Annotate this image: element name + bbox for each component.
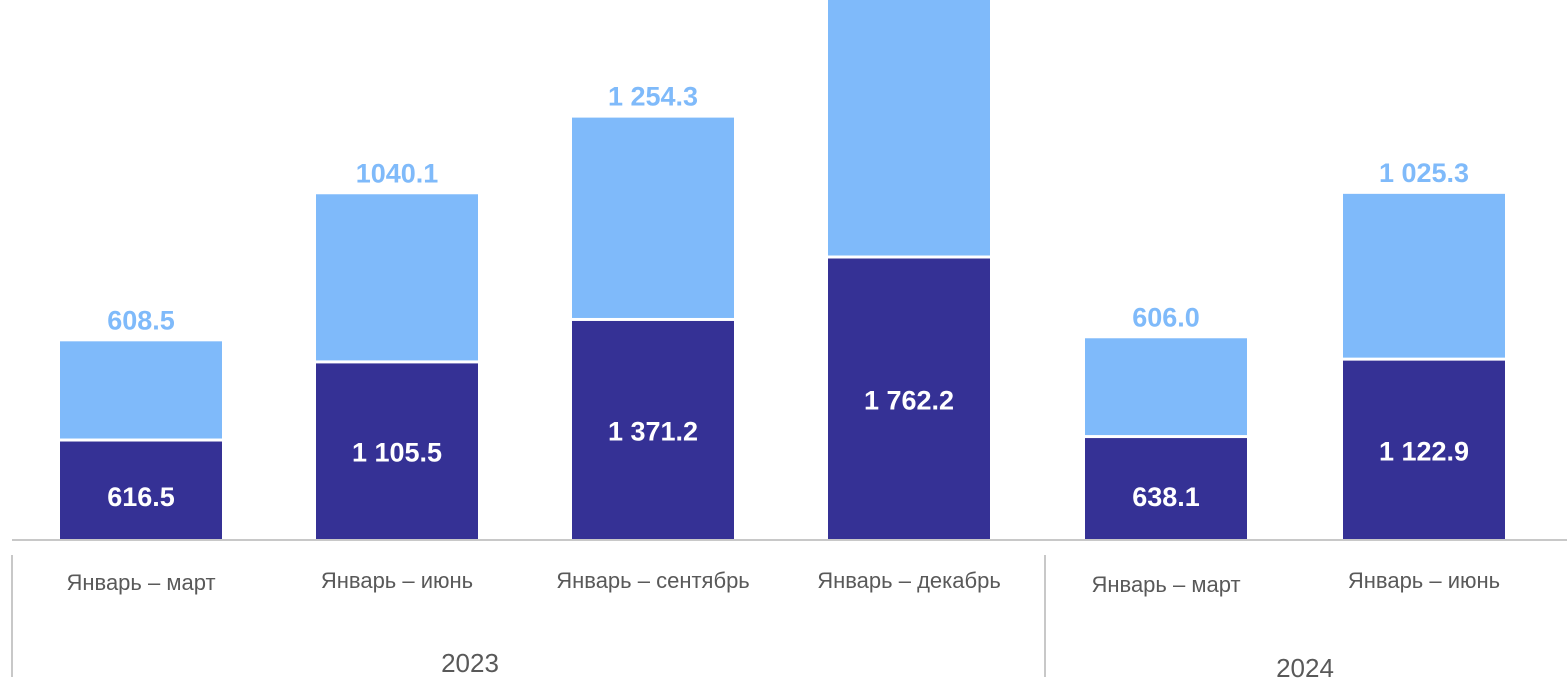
group-label-2024: 2024 — [1276, 653, 1334, 683]
bar-segment-dark-2 — [572, 320, 734, 540]
group-label-2023: 2023 — [441, 648, 499, 678]
value-label-dark-2: 1 371.2 — [608, 416, 698, 446]
category-label-0: Январь – март — [66, 570, 215, 595]
value-label-dark-5: 1 122.9 — [1379, 436, 1469, 466]
value-labels-layer: 616.5 608.5 1 105.5 1040.1 1 371.2 1 254.3 1 7… — [107, 82, 1469, 512]
category-label-1: Январь – июнь — [321, 568, 473, 593]
value-label-light-5: 1 025.3 — [1379, 158, 1469, 188]
category-labels-layer: Январь – март Январь – июнь Январь – сентя… — [66, 568, 1500, 597]
bar-segment-light-2 — [572, 117, 734, 318]
value-label-light-4: 606.0 — [1132, 302, 1200, 332]
group-labels-layer: 2023 2024 — [441, 648, 1334, 683]
bar-segment-dark-3 — [828, 258, 990, 540]
value-label-dark-4: 638.1 — [1132, 482, 1200, 512]
value-label-dark-3: 1 762.2 — [864, 385, 954, 415]
value-label-light-0: 608.5 — [107, 305, 175, 335]
x-axis — [11, 539, 1567, 677]
bar-segment-light-3 — [828, 0, 990, 256]
bar-segment-dark-4 — [1085, 438, 1247, 540]
category-label-5: Январь – июнь — [1348, 568, 1500, 593]
bar-segment-dark-1 — [316, 363, 478, 540]
bar-segment-light-1 — [316, 194, 478, 361]
category-label-2: Январь – сентябрь — [556, 568, 750, 593]
category-label-4: Январь – март — [1091, 572, 1240, 597]
bar-segment-light-0 — [60, 341, 222, 439]
bar-segment-dark-5 — [1343, 360, 1505, 540]
category-label-3: Январь – декабрь — [817, 568, 1001, 593]
bars-layer — [60, 0, 1505, 540]
bar-segment-light-5 — [1343, 193, 1505, 358]
bar-segment-light-4 — [1085, 338, 1247, 436]
bar-segment-dark-0 — [60, 441, 222, 540]
value-label-dark-1: 1 105.5 — [352, 438, 442, 468]
value-label-light-1: 1040.1 — [356, 158, 439, 188]
value-label-dark-0: 616.5 — [107, 482, 175, 512]
value-label-light-2: 1 254.3 — [608, 82, 698, 112]
